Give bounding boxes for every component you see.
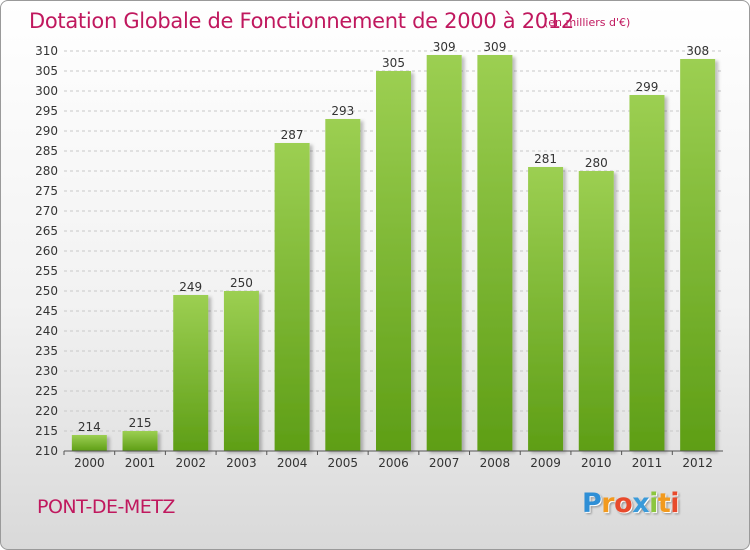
y-tick-label: 250 — [35, 284, 58, 298]
bar-2005 — [325, 119, 361, 451]
bar-2001 — [122, 431, 158, 451]
bar-2012 — [680, 59, 716, 451]
bar-2007 — [426, 55, 462, 451]
y-tick-label: 295 — [35, 104, 58, 118]
x-tick-label: 2009 — [530, 456, 561, 470]
y-tick-label: 225 — [35, 384, 58, 398]
x-tick-label: 2001 — [125, 456, 156, 470]
bar-2003 — [223, 291, 259, 451]
x-tick-label: 2007 — [429, 456, 460, 470]
y-tick-label: 235 — [35, 344, 58, 358]
data-label: 281 — [534, 152, 557, 166]
y-tick-label: 220 — [35, 404, 58, 418]
data-label: 215 — [129, 416, 152, 430]
bar-2006 — [376, 71, 411, 451]
x-tick-label: 2010 — [581, 456, 612, 470]
y-tick-label: 240 — [35, 324, 58, 338]
data-labels: 214 215 249 250 287 293 305 309 309 281 280 299 308 — [78, 40, 709, 434]
x-tick-label: 2004 — [277, 456, 308, 470]
y-tick-label: 260 — [35, 244, 58, 258]
data-label: 308 — [686, 44, 709, 58]
data-label: 309 — [433, 40, 456, 54]
y-tick-label: 210 — [35, 444, 58, 458]
y-tick-label: 230 — [35, 364, 58, 378]
data-label: 287 — [281, 128, 304, 142]
x-tick-label: 2000 — [74, 456, 105, 470]
bars — [71, 55, 716, 451]
data-label: 249 — [179, 280, 202, 294]
data-label: 309 — [483, 40, 506, 54]
bar-2002 — [173, 295, 209, 451]
x-tick-label: 2008 — [480, 456, 511, 470]
bar-2000 — [71, 435, 107, 451]
data-label: 250 — [230, 276, 253, 290]
bar-2010 — [578, 171, 614, 451]
data-label: 293 — [331, 104, 354, 118]
y-tick-label: 310 — [35, 44, 58, 58]
chart-title: Dotation Globale de Fonctionnement de 20… — [29, 9, 574, 33]
y-tick-label: 290 — [35, 124, 58, 138]
y-tick-label: 270 — [35, 204, 58, 218]
x-tick-label: 2006 — [378, 456, 409, 470]
y-axis-ticks: 210 215 220 225 230 235 240 245 250 255 260 265 270 2… — [35, 44, 58, 458]
y-tick-label: 305 — [35, 64, 58, 78]
data-label: 280 — [585, 156, 608, 170]
data-label: 214 — [78, 420, 101, 434]
y-tick-label: 255 — [35, 264, 58, 278]
bar-2011 — [629, 95, 665, 451]
y-tick-label: 300 — [35, 84, 58, 98]
bar-2004 — [274, 143, 310, 451]
x-tick-label: 2012 — [682, 456, 713, 470]
bar-2009 — [528, 167, 564, 451]
x-tick-label: 2002 — [175, 456, 206, 470]
data-label: 299 — [636, 80, 659, 94]
data-label: 305 — [382, 56, 405, 70]
x-tick-label: 2003 — [226, 456, 257, 470]
y-tick-label: 245 — [35, 304, 58, 318]
x-axis-ticks: 2000 2001 2002 2003 2004 2005 2006 2007 2008 2009… — [63, 451, 713, 470]
chart-subtitle: (en milliers d'€) — [544, 16, 631, 29]
commune-name: PONT-DE-METZ — [37, 496, 175, 518]
y-tick-label: 215 — [35, 424, 58, 438]
y-tick-label: 280 — [35, 164, 58, 178]
y-tick-label: 275 — [35, 184, 58, 198]
bar-2008 — [477, 55, 513, 451]
x-tick-label: 2011 — [632, 456, 663, 470]
x-tick-label: 2005 — [328, 456, 359, 470]
proxiti-logo: Proxiti — [582, 488, 680, 519]
y-tick-label: 265 — [35, 224, 58, 238]
y-tick-label: 285 — [35, 144, 58, 158]
